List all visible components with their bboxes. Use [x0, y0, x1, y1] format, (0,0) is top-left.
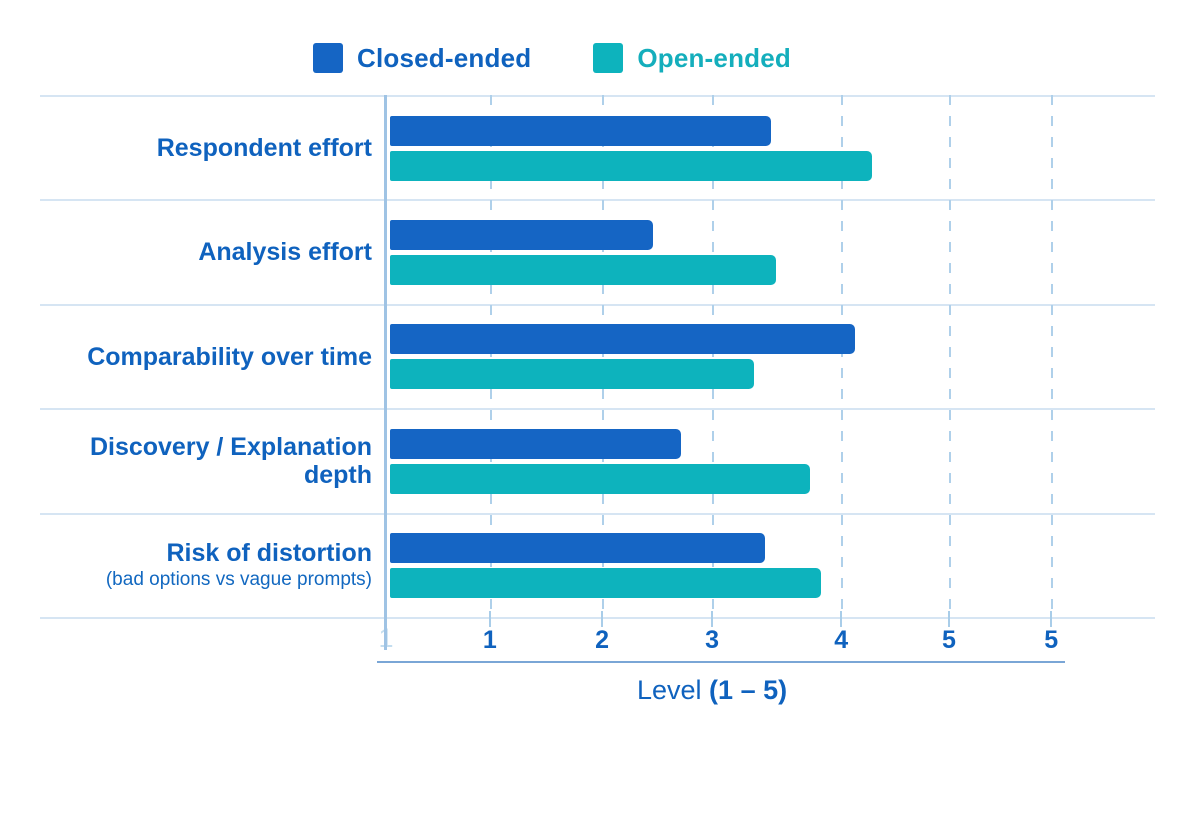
tick-label: 1	[482, 625, 497, 654]
category-label: Comparability over time	[40, 306, 386, 408]
bar-closed-ended	[390, 115, 771, 146]
chart-row-comparability-over-time: Comparability over time	[40, 303, 1155, 408]
x-axis-underline	[376, 660, 1066, 663]
category-label-text: Discovery / Explanation depth	[89, 432, 372, 490]
legend-item-open-ended: Open-ended	[593, 43, 791, 74]
bar-open-ended	[390, 255, 777, 286]
category-label-text: Analysis effort	[198, 238, 372, 267]
chart-row-analysis-effort: Analysis effort	[40, 199, 1155, 303]
legend-label: Open-ended	[637, 42, 791, 73]
tick-mark	[601, 610, 604, 627]
bar-group	[386, 410, 1155, 512]
category-label-text: Risk of distortion	[166, 539, 372, 568]
bar-group	[386, 515, 1155, 617]
category-label-text: Comparability over time	[87, 342, 372, 371]
legend-swatch-open-ended	[593, 43, 624, 73]
x-axis-title-text: Level	[636, 674, 710, 705]
bar-open-ended	[390, 568, 822, 599]
tick-label: 5	[941, 625, 956, 654]
category-label-text: Respondent effort	[156, 133, 372, 162]
tick-mark	[840, 610, 843, 627]
category-label: Risk of distortion (bad options vs vague …	[40, 515, 386, 617]
category-label: Respondent effort	[40, 97, 386, 199]
tick-mark	[1050, 610, 1053, 627]
x-axis-title-wrap: Level (1 – 5)	[386, 675, 1155, 715]
bar-closed-ended	[390, 533, 766, 564]
survey-question-comparison-chart: Closed-ended Open-ended Respondent effort…	[0, 40, 1200, 840]
x-axis-title: Level (1 – 5)	[637, 675, 787, 706]
category-label: Discovery / Explanation depth	[40, 410, 386, 512]
bar-group	[386, 306, 1155, 408]
tick-label: 2	[595, 625, 610, 654]
tick-label: 3	[705, 625, 719, 654]
bar-group	[386, 201, 1155, 303]
category-sublabel-text: (bad options vs vague prompts)	[105, 568, 372, 590]
legend-swatch-closed-ended	[313, 43, 343, 73]
y-axis-line	[384, 95, 387, 650]
x-axis-title-range: (1 – 5)	[709, 674, 788, 705]
bar-closed-ended	[390, 324, 855, 355]
bar-chart: Respondent effort Analysis effort Comparab…	[40, 95, 1155, 715]
bar-open-ended	[390, 150, 872, 181]
bar-closed-ended	[390, 428, 682, 459]
tick-mark	[488, 610, 491, 627]
chart-row-discovery-explanation-depth: Discovery / Explanation depth	[40, 408, 1155, 512]
tick-mark	[711, 610, 714, 627]
bar-open-ended	[390, 463, 810, 494]
legend-item-closed-ended: Closed-ended	[313, 43, 531, 74]
chart-row-risk-of-distortion: Risk of distortion (bad options vs vague …	[40, 512, 1155, 617]
bar-group	[386, 97, 1155, 199]
legend: Closed-ended Open-ended	[0, 40, 1152, 76]
bar-closed-ended	[390, 220, 654, 251]
tick-label: 4	[834, 625, 849, 654]
category-label: Analysis effort	[40, 201, 386, 303]
tick-mark	[947, 610, 950, 627]
bar-open-ended	[390, 359, 754, 390]
chart-row-respondent-effort: Respondent effort	[40, 95, 1155, 199]
chart-rows: Respondent effort Analysis effort Comparab…	[40, 95, 1155, 619]
tick-label: 5	[1044, 625, 1059, 654]
legend-label: Closed-ended	[357, 42, 532, 73]
